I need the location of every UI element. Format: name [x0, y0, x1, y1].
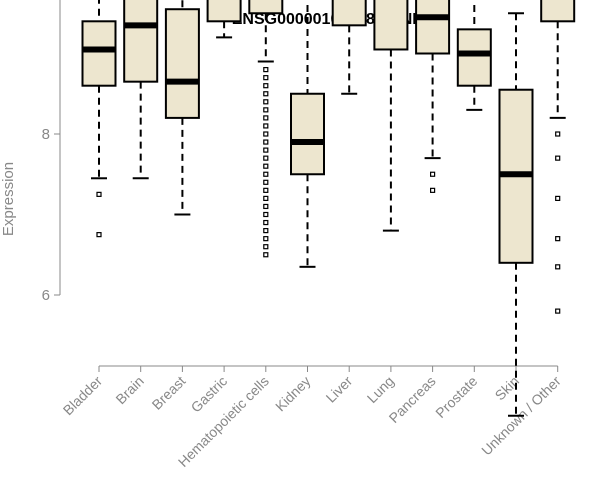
outlier-point — [263, 75, 269, 81]
iqr-box — [290, 92, 325, 176]
outlier-point — [263, 155, 269, 161]
outlier-point — [263, 179, 269, 185]
x-tick-label: Liver — [323, 373, 356, 406]
outlier-point — [96, 232, 102, 238]
outlier-point — [263, 83, 269, 89]
x-tick-label: Kidney — [272, 373, 314, 415]
iqr-box — [81, 20, 117, 87]
x-tick-label: Bladder — [60, 373, 106, 419]
iqr-box — [123, 0, 159, 83]
outlier-point — [263, 252, 269, 258]
y-axis: 681012 — [42, 0, 61, 304]
box-breast — [164, 0, 200, 216]
y-tick-label: 8 — [42, 126, 50, 143]
outlier-point — [555, 195, 561, 201]
outlier-point — [263, 123, 269, 129]
x-tick-label: Skin — [492, 373, 523, 404]
outlier-point — [263, 244, 269, 250]
box-liver — [331, 0, 367, 95]
x-tick-label: Brain — [112, 373, 146, 407]
outlier-point — [263, 66, 269, 73]
outlier-point — [555, 236, 561, 242]
outlier-point — [263, 195, 269, 201]
iqr-box — [456, 28, 492, 87]
iqr-box — [415, 0, 451, 55]
boxplots — [81, 0, 576, 417]
box-lung — [373, 0, 409, 232]
outlier-point — [263, 163, 269, 169]
outlier-point — [263, 99, 269, 105]
outlier-point — [263, 139, 269, 145]
outlier-point — [555, 264, 561, 270]
outlier-point — [263, 219, 269, 226]
outlier-point — [263, 171, 269, 177]
iqr-box — [373, 0, 409, 51]
outlier-point — [263, 187, 269, 193]
iqr-box — [540, 0, 576, 23]
box-unknown-other — [540, 0, 576, 314]
outlier-point — [430, 187, 436, 193]
box-hematopoietic-cells — [248, 0, 284, 258]
iqr-box — [206, 0, 242, 23]
outlier-point — [263, 91, 269, 97]
x-tick-label: Prostate — [432, 373, 480, 421]
box-skin — [498, 12, 534, 417]
iqr-box — [248, 0, 284, 15]
box-bladder — [81, 0, 117, 238]
box-prostate — [456, 0, 492, 111]
box-pancreas — [415, 0, 451, 193]
outlier-point — [263, 115, 269, 121]
box-brain — [123, 0, 159, 180]
box-gastric — [206, 0, 242, 39]
outlier-point — [430, 171, 436, 177]
outlier-point — [555, 308, 561, 314]
outlier-point — [263, 228, 269, 234]
outlier-point — [555, 155, 561, 161]
x-tick-label: Lung — [364, 373, 397, 406]
y-axis-label: Expression — [0, 162, 17, 236]
y-tick-label: 6 — [42, 287, 50, 304]
outlier-point — [263, 147, 269, 153]
iqr-box — [331, 0, 367, 27]
outlier-point — [96, 191, 102, 197]
outlier-point — [263, 211, 269, 218]
outlier-point — [263, 107, 269, 113]
outlier-point — [263, 236, 269, 242]
box-kidney — [290, 0, 325, 268]
outlier-point — [263, 203, 269, 210]
outlier-point — [263, 131, 269, 137]
iqr-box — [164, 8, 200, 119]
outlier-point — [555, 131, 561, 137]
x-tick-label: Breast — [149, 373, 189, 413]
